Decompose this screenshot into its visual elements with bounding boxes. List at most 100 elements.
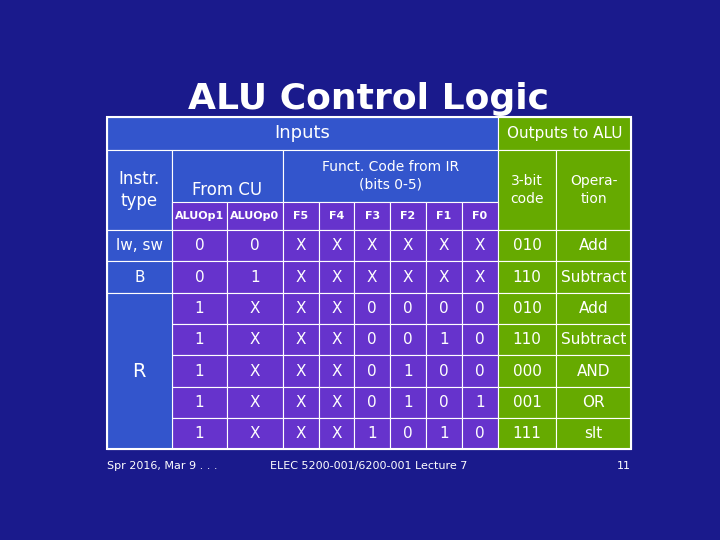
Text: X: X — [295, 301, 306, 316]
Bar — [426, 355, 462, 387]
Bar — [390, 293, 426, 324]
Bar — [318, 387, 354, 418]
Text: F5: F5 — [293, 211, 308, 221]
Bar — [283, 202, 318, 230]
Text: From CU: From CU — [192, 181, 262, 199]
Text: ALUOp0: ALUOp0 — [230, 211, 279, 221]
Bar — [462, 418, 498, 449]
Text: 0: 0 — [367, 395, 377, 410]
Bar — [462, 355, 498, 387]
Bar — [228, 202, 283, 230]
Text: Outputs to ALU: Outputs to ALU — [507, 126, 622, 141]
Text: 1: 1 — [250, 269, 260, 285]
Text: F0: F0 — [472, 211, 487, 221]
Bar — [462, 202, 498, 230]
Bar — [354, 293, 390, 324]
Bar — [498, 150, 557, 230]
Text: 1: 1 — [475, 395, 485, 410]
Text: X: X — [474, 269, 485, 285]
Bar — [107, 261, 172, 293]
Text: X: X — [331, 363, 342, 379]
Text: 1: 1 — [195, 426, 204, 441]
Bar — [462, 261, 498, 293]
Bar — [354, 355, 390, 387]
Text: 11: 11 — [617, 462, 631, 471]
Text: X: X — [295, 238, 306, 253]
Bar — [390, 230, 426, 261]
Text: 1: 1 — [439, 426, 449, 441]
Bar — [283, 261, 318, 293]
Bar — [426, 418, 462, 449]
Text: 1: 1 — [439, 332, 449, 347]
Text: 1: 1 — [403, 395, 413, 410]
Text: Instr.
type: Instr. type — [119, 170, 160, 210]
Bar — [426, 387, 462, 418]
Text: Inputs: Inputs — [274, 124, 330, 143]
Text: X: X — [438, 238, 449, 253]
Bar — [283, 387, 318, 418]
Text: X: X — [250, 363, 260, 379]
Text: 010: 010 — [513, 238, 541, 253]
Text: F2: F2 — [400, 211, 415, 221]
Bar — [172, 355, 228, 387]
Text: OR: OR — [582, 395, 605, 410]
Bar — [354, 202, 390, 230]
Text: 110: 110 — [513, 269, 541, 285]
Text: Add: Add — [579, 238, 608, 253]
Bar — [283, 150, 498, 202]
Text: 1: 1 — [195, 395, 204, 410]
Text: Funct. Code from IR
(bits 0-5): Funct. Code from IR (bits 0-5) — [322, 160, 459, 192]
Bar — [390, 387, 426, 418]
Text: X: X — [331, 301, 342, 316]
Bar — [228, 418, 283, 449]
Text: X: X — [250, 426, 260, 441]
Text: 0: 0 — [403, 301, 413, 316]
Text: slt: slt — [585, 426, 603, 441]
Text: Subtract: Subtract — [561, 269, 626, 285]
Bar — [172, 293, 228, 324]
Text: R: R — [132, 362, 146, 381]
Text: 110: 110 — [513, 332, 541, 347]
Text: 1: 1 — [195, 363, 204, 379]
Text: X: X — [367, 269, 377, 285]
Bar — [462, 293, 498, 324]
Text: 1: 1 — [195, 332, 204, 347]
Text: X: X — [438, 269, 449, 285]
Text: 0: 0 — [475, 363, 485, 379]
Bar — [498, 355, 557, 387]
Text: X: X — [295, 332, 306, 347]
Text: 0: 0 — [403, 426, 413, 441]
Text: X: X — [295, 363, 306, 379]
Text: lw, sw: lw, sw — [116, 238, 163, 253]
Bar — [462, 230, 498, 261]
Bar — [426, 324, 462, 355]
Bar — [172, 150, 283, 230]
Bar — [172, 324, 228, 355]
Bar — [283, 324, 318, 355]
Bar — [107, 293, 172, 449]
Bar — [557, 261, 631, 293]
Text: Spr 2016, Mar 9 . . .: Spr 2016, Mar 9 . . . — [107, 462, 217, 471]
Bar — [426, 202, 462, 230]
Bar — [354, 261, 390, 293]
Bar — [318, 324, 354, 355]
Bar — [283, 418, 318, 449]
Text: X: X — [331, 238, 342, 253]
Bar — [318, 202, 354, 230]
Bar — [318, 355, 354, 387]
Text: 0: 0 — [195, 269, 204, 285]
Bar — [498, 293, 557, 324]
Text: X: X — [367, 238, 377, 253]
Bar — [426, 261, 462, 293]
Text: 0: 0 — [367, 363, 377, 379]
Text: X: X — [331, 395, 342, 410]
Bar — [498, 261, 557, 293]
Text: 111: 111 — [513, 426, 541, 441]
Bar — [172, 418, 228, 449]
Text: 0: 0 — [439, 395, 449, 410]
Text: X: X — [403, 238, 413, 253]
Bar — [354, 230, 390, 261]
Bar — [498, 418, 557, 449]
Bar — [228, 355, 283, 387]
Bar — [354, 418, 390, 449]
